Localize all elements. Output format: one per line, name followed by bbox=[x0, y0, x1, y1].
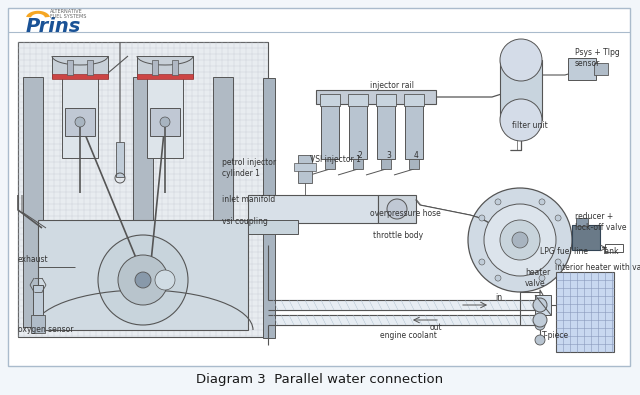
Circle shape bbox=[539, 199, 545, 205]
Bar bbox=[409, 159, 419, 169]
Bar bbox=[605, 244, 623, 252]
Bar bbox=[594, 63, 608, 75]
Text: VSI injector 1: VSI injector 1 bbox=[310, 156, 361, 164]
Text: Tank: Tank bbox=[602, 248, 620, 256]
Text: vsi coupling: vsi coupling bbox=[222, 218, 268, 226]
Circle shape bbox=[495, 199, 501, 205]
Text: overpressure hose: overpressure hose bbox=[370, 209, 441, 218]
Bar bbox=[376, 94, 396, 106]
Circle shape bbox=[484, 204, 556, 276]
Circle shape bbox=[512, 232, 528, 248]
Circle shape bbox=[533, 298, 547, 312]
Text: 3: 3 bbox=[386, 150, 391, 160]
Bar bbox=[568, 58, 596, 80]
Bar bbox=[500, 60, 542, 120]
Text: 4: 4 bbox=[414, 150, 419, 160]
Text: Diagram 3  Parallel water connection: Diagram 3 Parallel water connection bbox=[196, 374, 444, 386]
Circle shape bbox=[479, 259, 485, 265]
Text: inlet manifold: inlet manifold bbox=[222, 196, 275, 205]
Bar bbox=[18, 42, 268, 337]
Text: throttle body: throttle body bbox=[373, 231, 423, 239]
Bar bbox=[150, 108, 180, 136]
Bar bbox=[23, 77, 43, 327]
Bar bbox=[152, 60, 158, 75]
Circle shape bbox=[535, 320, 545, 330]
Text: oxygen sensor: oxygen sensor bbox=[18, 325, 74, 335]
Bar bbox=[378, 195, 416, 223]
Bar bbox=[349, 104, 367, 159]
Bar bbox=[572, 225, 600, 250]
Text: T-piece: T-piece bbox=[542, 331, 569, 339]
Circle shape bbox=[387, 199, 407, 219]
Circle shape bbox=[468, 188, 572, 292]
Bar bbox=[33, 285, 43, 315]
Text: exhaust: exhaust bbox=[18, 256, 49, 265]
Bar bbox=[67, 60, 73, 75]
Circle shape bbox=[555, 215, 561, 221]
Circle shape bbox=[155, 270, 175, 290]
Text: Psys + Tlpg
sensor: Psys + Tlpg sensor bbox=[575, 48, 620, 68]
Bar bbox=[38, 220, 248, 330]
Bar bbox=[52, 56, 108, 78]
Bar bbox=[213, 77, 233, 327]
Bar bbox=[348, 94, 368, 106]
Circle shape bbox=[539, 275, 545, 281]
Text: out: out bbox=[430, 324, 443, 333]
Text: LPG fuel line: LPG fuel line bbox=[540, 248, 588, 256]
Polygon shape bbox=[26, 11, 50, 17]
Text: 2: 2 bbox=[358, 150, 363, 160]
Circle shape bbox=[160, 117, 170, 127]
Bar bbox=[248, 195, 378, 223]
Circle shape bbox=[555, 259, 561, 265]
Bar bbox=[263, 78, 275, 338]
Bar bbox=[294, 163, 316, 171]
Bar bbox=[137, 74, 193, 79]
Text: reducer +
lock-off valve: reducer + lock-off valve bbox=[575, 212, 627, 232]
Bar bbox=[31, 315, 45, 333]
Circle shape bbox=[500, 99, 542, 141]
Circle shape bbox=[479, 215, 485, 221]
Text: interior heater with valve: interior heater with valve bbox=[555, 263, 640, 273]
Circle shape bbox=[535, 335, 545, 345]
Text: filter unit: filter unit bbox=[512, 120, 548, 130]
Bar bbox=[52, 74, 108, 79]
Circle shape bbox=[500, 39, 542, 81]
Bar bbox=[405, 104, 423, 159]
Bar bbox=[137, 56, 193, 78]
Bar bbox=[298, 155, 312, 183]
Bar bbox=[535, 295, 551, 315]
Bar bbox=[316, 90, 436, 104]
Circle shape bbox=[135, 272, 151, 288]
Text: heater
valve: heater valve bbox=[525, 268, 550, 288]
Bar bbox=[65, 108, 95, 136]
Text: ALTERNATIVE
FUEL SYSTEMS: ALTERNATIVE FUEL SYSTEMS bbox=[50, 9, 86, 19]
Bar bbox=[87, 60, 93, 75]
Bar bbox=[321, 104, 339, 159]
Bar bbox=[248, 220, 298, 234]
Circle shape bbox=[495, 275, 501, 281]
Text: petrol injector
cylinder 1: petrol injector cylinder 1 bbox=[222, 158, 276, 178]
Bar bbox=[404, 94, 424, 106]
Text: Prins: Prins bbox=[26, 17, 81, 36]
Circle shape bbox=[500, 220, 540, 260]
Bar bbox=[116, 142, 124, 177]
Circle shape bbox=[533, 313, 547, 327]
Text: injector rail: injector rail bbox=[370, 81, 414, 90]
Bar bbox=[62, 78, 98, 158]
Bar bbox=[320, 94, 340, 106]
Bar bbox=[147, 78, 183, 158]
Bar bbox=[556, 272, 614, 352]
Bar bbox=[377, 104, 395, 159]
Bar bbox=[133, 77, 153, 327]
Bar bbox=[381, 159, 391, 169]
Bar bbox=[576, 218, 588, 226]
Circle shape bbox=[98, 235, 188, 325]
Circle shape bbox=[118, 255, 168, 305]
Text: in: in bbox=[495, 293, 502, 301]
Bar bbox=[353, 159, 363, 169]
Circle shape bbox=[75, 117, 85, 127]
Bar bbox=[325, 159, 335, 169]
Text: engine coolant: engine coolant bbox=[380, 331, 437, 339]
Bar bbox=[172, 60, 178, 75]
